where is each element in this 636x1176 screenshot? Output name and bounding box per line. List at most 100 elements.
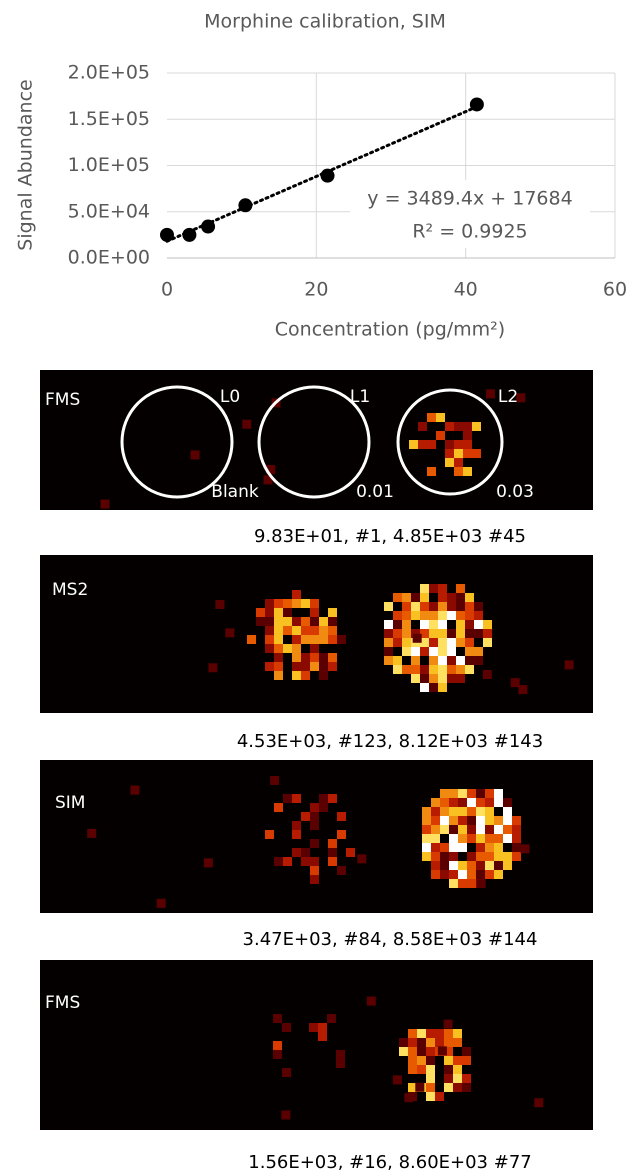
- image-panel: FMS: [40, 960, 593, 1130]
- pixel: [393, 638, 402, 647]
- pixel: [465, 611, 474, 620]
- panel-caption: 4.53E+03, #123, 8.12E+03 #143: [237, 731, 543, 752]
- pixel: [301, 662, 310, 671]
- pixel: [204, 858, 213, 867]
- pixel: [449, 789, 458, 798]
- pixel: [328, 635, 337, 644]
- pixel: [477, 879, 486, 888]
- pixel: [494, 798, 503, 807]
- pixel: [465, 593, 474, 602]
- pixel: [417, 1029, 426, 1038]
- pixel: [310, 653, 319, 662]
- pixel: [449, 861, 458, 870]
- pixel: [310, 839, 319, 848]
- pixel: [319, 662, 328, 671]
- pixel: [467, 879, 476, 888]
- pixel: [467, 870, 476, 879]
- pixel: [292, 848, 301, 857]
- pixel: [301, 812, 310, 821]
- pixel: [408, 1029, 417, 1038]
- pixel: [328, 848, 337, 857]
- pixel: [485, 861, 494, 870]
- x-tick-label: 20: [304, 279, 328, 301]
- pixel: [447, 647, 456, 656]
- pixel: [318, 1023, 327, 1032]
- pixel: [440, 852, 449, 861]
- pixel: [402, 602, 411, 611]
- pixel: [292, 590, 301, 599]
- pixel: [447, 656, 456, 665]
- pixel: [456, 638, 465, 647]
- pixel: [310, 608, 319, 617]
- pixel: [485, 816, 494, 825]
- pixel: [467, 834, 476, 843]
- pixel: [503, 852, 512, 861]
- pixel: [438, 584, 447, 593]
- pixel: [310, 803, 319, 812]
- pixel: [444, 1065, 453, 1074]
- pixel: [476, 843, 485, 852]
- pixel: [319, 671, 328, 680]
- pixel: [447, 611, 456, 620]
- pixel: [512, 825, 521, 834]
- pixel: [427, 440, 436, 449]
- pixel: [458, 879, 467, 888]
- pixel: [449, 870, 458, 879]
- y-tick-label: 1.0E+05: [68, 154, 150, 176]
- pixel: [485, 870, 494, 879]
- pixel: [494, 861, 503, 870]
- x-axis-title: Concentration (pg/mm²): [275, 319, 505, 341]
- region-note: Blank: [211, 482, 259, 502]
- pixel: [301, 671, 310, 680]
- pixel: [483, 620, 492, 629]
- pixel: [417, 1056, 426, 1065]
- pixel: [282, 1068, 291, 1077]
- pixel: [456, 593, 465, 602]
- pixel: [462, 1047, 471, 1056]
- pixel: [418, 440, 427, 449]
- pixel: [274, 857, 283, 866]
- pixel: [449, 816, 458, 825]
- pixel: [420, 665, 429, 674]
- data-point: [238, 198, 252, 212]
- pixel: [438, 665, 447, 674]
- pixel: [447, 674, 456, 683]
- pixel: [265, 635, 274, 644]
- pixel: [444, 1029, 453, 1038]
- pixel: [420, 611, 429, 620]
- y-tick-label: 5.0E+04: [68, 200, 150, 222]
- pixel: [458, 789, 467, 798]
- pixel: [426, 1092, 435, 1101]
- pixel: [440, 798, 449, 807]
- pixel: [512, 834, 521, 843]
- y-axis-title: Signal Abundance: [15, 79, 37, 250]
- pixel: [191, 450, 200, 459]
- pixel: [494, 852, 503, 861]
- pixel: [420, 593, 429, 602]
- pixel: [384, 647, 393, 656]
- pixel: [503, 834, 512, 843]
- pixel: [100, 500, 109, 509]
- pixel: [292, 662, 301, 671]
- pixel: [440, 807, 449, 816]
- pixel: [402, 611, 411, 620]
- pixel: [242, 420, 251, 429]
- pixel: [399, 1038, 408, 1047]
- pixel: [274, 671, 283, 680]
- region-label: L1: [350, 387, 370, 407]
- pixel: [265, 626, 274, 635]
- pixel: [283, 608, 292, 617]
- pixel: [274, 617, 283, 626]
- pixel: [436, 431, 445, 440]
- pixel: [521, 844, 530, 853]
- pixel: [431, 807, 440, 816]
- pixel: [440, 825, 449, 834]
- pixel: [429, 602, 438, 611]
- pixel: [402, 647, 411, 656]
- pixel: [301, 635, 310, 644]
- pixel: [467, 825, 476, 834]
- pixel: [336, 1050, 345, 1059]
- pixel: [292, 644, 301, 653]
- pixel: [426, 1029, 435, 1038]
- pixel: [301, 599, 310, 608]
